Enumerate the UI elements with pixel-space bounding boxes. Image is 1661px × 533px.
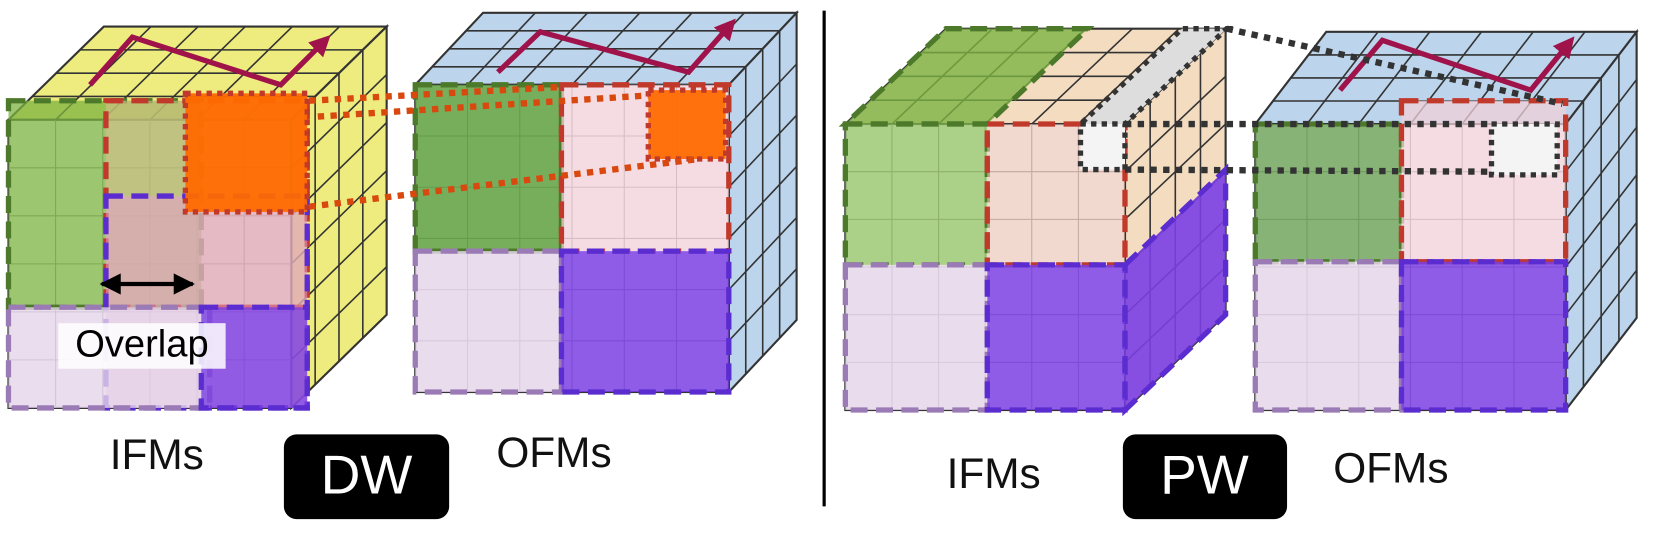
- tile: [182, 90, 310, 215]
- tile: [984, 262, 1128, 413]
- grid-line: [317, 92, 649, 120]
- scan-arrow: [496, 18, 736, 76]
- annotation-box: [58, 323, 226, 369]
- badge: DW: [321, 443, 413, 505]
- tile: [558, 248, 732, 395]
- tile: [1252, 121, 1405, 265]
- shapes: Overlap: [5, 10, 1639, 417]
- grid-line: [308, 155, 700, 210]
- ifm-label: IFMs: [110, 431, 204, 478]
- badge-box: [1122, 434, 1288, 520]
- badge: PW: [1160, 443, 1249, 505]
- tile: [1488, 121, 1560, 178]
- annotation: Overlap: [75, 323, 209, 366]
- tile: [1077, 121, 1128, 173]
- scan-arrow: [88, 34, 331, 88]
- tile: [838, 26, 1095, 127]
- tile: [1398, 259, 1569, 413]
- tile: [412, 82, 565, 254]
- ofm-label: OFMs: [496, 429, 611, 476]
- tile: [645, 87, 729, 162]
- ofm-label: OFMs: [1333, 445, 1448, 492]
- tile: [842, 262, 990, 413]
- tile: [412, 248, 565, 395]
- grid-line: [309, 83, 562, 104]
- ifm-label: IFMs: [947, 450, 1041, 497]
- scan-arrow: [1338, 36, 1575, 94]
- tile: [842, 121, 990, 268]
- badge-box: [283, 434, 450, 520]
- grid-line: [1124, 166, 1492, 175]
- tile: [1252, 259, 1405, 413]
